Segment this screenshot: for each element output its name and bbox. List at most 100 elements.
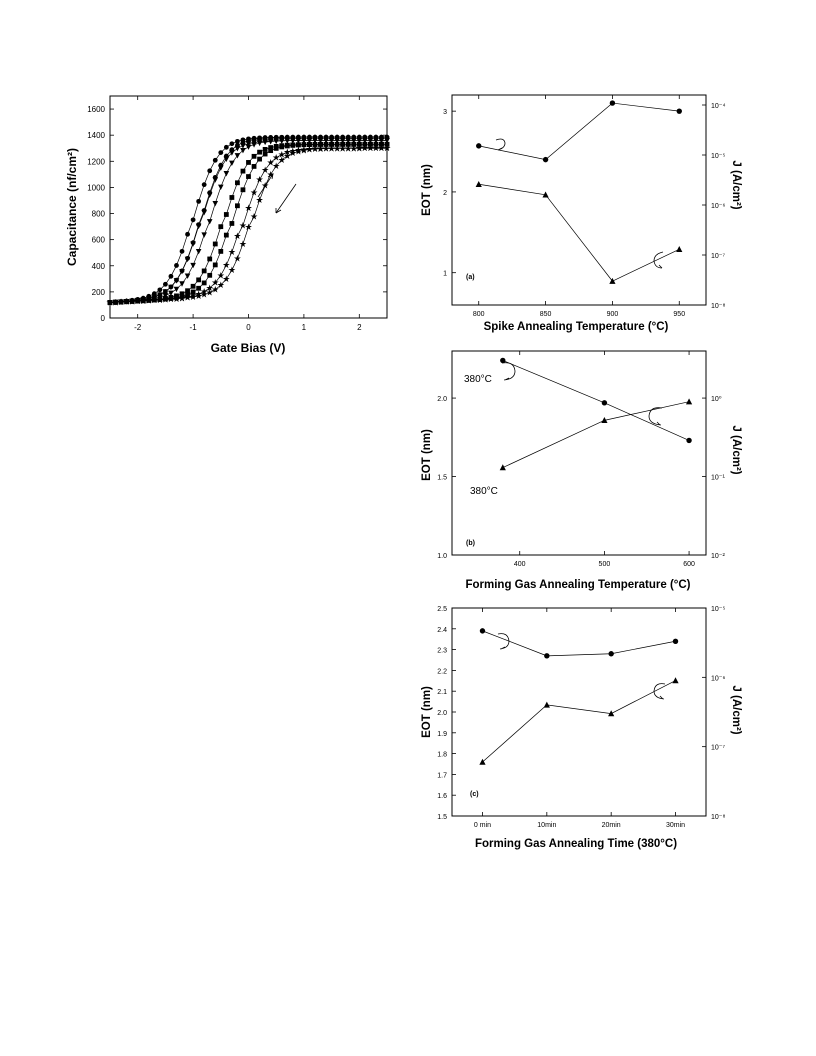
cv-y-tick-label: 1000 (87, 183, 105, 192)
cv-series-3-point: ★ (289, 146, 297, 156)
pc-series-1-line (482, 680, 676, 763)
panel-c-frame (451, 607, 707, 817)
pb-y-tick-label: 1.0 (437, 553, 447, 560)
pa-series-0-line (478, 102, 680, 160)
cv-series-1-point (168, 290, 174, 296)
cv-series-2-point (312, 142, 318, 147)
pc-series-0-point (544, 653, 550, 659)
cv-series-2-point (229, 221, 235, 226)
pb-x-tick-label: 500 (599, 561, 611, 568)
pc-series-1-point (479, 758, 486, 765)
cv-y-axis-title: Capacitance (nf/cm²) (65, 148, 79, 266)
cv-series-1-point (290, 138, 296, 144)
cv-series-3-point: ★ (161, 295, 169, 305)
cv-y-tick-label: 1400 (87, 131, 105, 140)
panel-a-chart: 800 850 900 950 1 2 3 10⁻⁸ 10⁻⁷ 10⁻⁶ 10⁻⁵ 10⁻⁴ (a… (421, 94, 742, 333)
cv-y-tick-label: 1600 (87, 105, 105, 114)
cv-series-2-point (246, 160, 251, 165)
cv-series-3-point: ★ (239, 239, 247, 249)
cv-series-1-point (367, 138, 374, 144)
cv-series-2-point (174, 295, 179, 300)
cv-series-3-point: ★ (189, 291, 197, 301)
pa-series-0-point (676, 108, 682, 114)
cv-series-1-point (223, 156, 230, 162)
panel-c-chart: 0 min 10min 20min 30min 1.5 1.6 1.7 1.8 1.9 2.0 2… (421, 606, 742, 850)
cv-y-tick-label: 0 (101, 314, 106, 323)
cv-series-3-point: ★ (228, 265, 236, 275)
cv-series-0-point (190, 217, 196, 223)
cv-series-0-point (223, 144, 229, 150)
cv-series-1-point (179, 281, 185, 287)
cv-series-1-point (179, 269, 185, 275)
panel-b-annotation-top: 380°C (464, 374, 492, 385)
cv-series-2-point (235, 203, 240, 209)
cv-series-2-point (212, 262, 218, 268)
cv-series-1-point (306, 138, 313, 144)
panel-c-label: (c) (470, 791, 479, 798)
cv-series-1-point (256, 140, 263, 147)
sweep-arrow-up-head (267, 173, 274, 180)
cv-series-3-point: ★ (366, 143, 374, 153)
pa-y2-tick-label: 10⁻⁷ (711, 253, 725, 260)
cv-series-3-point: ★ (145, 296, 153, 306)
pb-y2-tick-label: 10⁻¹ (711, 475, 725, 482)
cv-x-tick-label: 2 (357, 323, 362, 332)
cv-series-2-point (334, 141, 340, 147)
cv-series-1-point (184, 273, 191, 279)
pa-y-tick-label: 2 (443, 190, 447, 197)
pc-y2-tick-label: 10⁻⁸ (711, 814, 725, 821)
cv-series-3-point: ★ (134, 296, 142, 306)
pa-y-tick-label: 3 (443, 109, 447, 116)
cv-series-1-point (229, 160, 235, 167)
cv-series-2-point (257, 156, 262, 162)
cv-series-2-point (179, 293, 185, 299)
cv-series-2-point (196, 277, 202, 283)
pb-y-tick-label: 1.5 (437, 475, 447, 482)
pa-series-0-point (476, 143, 482, 149)
cv-series-2-point (185, 288, 190, 294)
cv-series-3-point: ★ (200, 290, 208, 300)
pa-series-1-point (609, 277, 616, 284)
panel-a-x-axis-title: Spike Annealing Temperature (°C) (484, 321, 669, 333)
cv-series-3-point: ★ (344, 143, 352, 153)
panel-b-y2-axis-title: J (A/cm²) (730, 425, 742, 474)
pb-y2-tick-label: 10⁰ (711, 395, 722, 403)
cv-series-2-point (246, 174, 251, 179)
cv-y-tick-label: 1200 (87, 157, 105, 166)
cv-series-3-point: ★ (184, 293, 192, 303)
cv-series-3-point: ★ (228, 247, 236, 257)
cv-series-0-point (196, 198, 202, 204)
pa-series-1-point (475, 180, 482, 187)
panel-b-y-ticks: 1.0 1.5 2.0 (437, 396, 456, 560)
cv-series-3-point: ★ (261, 165, 269, 175)
pc-y2-tick-label: 10⁻⁶ (711, 675, 725, 682)
panel-b-x-ticks: 400 500 600 (514, 351, 695, 568)
cv-series-2-point (318, 142, 323, 147)
cv-series-2-point (362, 141, 368, 147)
cv-series-2-point (268, 148, 274, 154)
cv-series-3-point: ★ (112, 297, 120, 307)
cv-series-1-point (245, 141, 252, 147)
panel-b-y-axis-title: EOT (nm) (421, 429, 433, 481)
cv-x-tick-label: -2 (134, 323, 142, 332)
cv-series-1-point (173, 278, 180, 284)
cv-series-1-point (234, 146, 241, 152)
pc-series-0-point (479, 628, 486, 634)
cv-series-3-point: ★ (206, 287, 214, 297)
cv-series-3-point: ★ (233, 253, 241, 263)
cv-series-2-point (207, 272, 213, 278)
pb-series-0-point (500, 357, 506, 364)
cv-series-3-point: ★ (339, 143, 347, 153)
pa-y2-tick-label: 10⁻⁶ (711, 203, 725, 210)
cv-series-2-point (384, 141, 390, 147)
cv-series-2-point (251, 164, 257, 169)
sweep-arrow-down-head (275, 208, 282, 214)
cv-series-1-point (251, 142, 257, 148)
panel-b-chart: 400 500 600 1.0 1.5 2.0 10⁻² 10⁻¹ 10⁰ (b) 380°… (421, 350, 742, 591)
pb-series-1-point (601, 417, 608, 424)
cv-series-3-point: ★ (128, 296, 136, 306)
cv-series-3-point: ★ (305, 145, 313, 155)
cv-series-1-point (273, 138, 279, 145)
cv-series-2-point (367, 141, 373, 147)
